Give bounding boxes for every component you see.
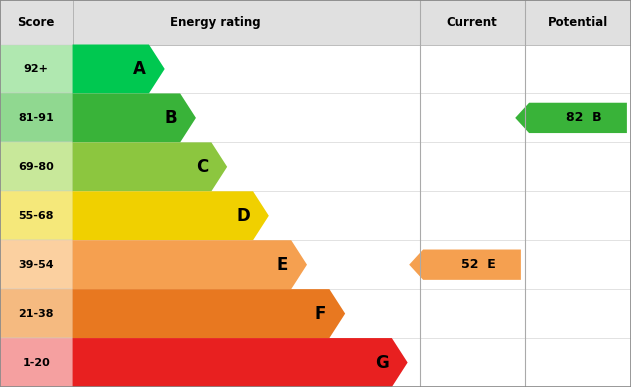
Bar [0,289,73,338]
Polygon shape [73,93,196,142]
Polygon shape [73,45,165,93]
Bar [73,0,420,45]
Text: 69-80: 69-80 [18,162,54,172]
Text: E: E [276,256,288,274]
Text: 1-20: 1-20 [23,358,50,368]
Text: D: D [236,207,250,225]
Polygon shape [73,142,227,191]
Text: Energy rating: Energy rating [170,16,261,29]
Text: C: C [196,158,208,176]
Bar [0,191,73,240]
Polygon shape [73,338,408,387]
Text: 82  B: 82 B [567,111,602,124]
Text: Score: Score [18,16,55,29]
Bar [0,338,73,387]
Text: A: A [133,60,146,78]
Bar [0,142,73,191]
Bar [420,0,525,45]
Bar [525,0,631,45]
Polygon shape [73,240,307,289]
Text: Potential: Potential [548,16,608,29]
Text: 81-91: 81-91 [18,113,54,123]
Text: Current: Current [447,16,497,29]
Polygon shape [73,191,269,240]
Polygon shape [73,289,345,338]
Text: 55-68: 55-68 [18,211,54,221]
Text: 21-38: 21-38 [18,308,54,319]
Bar [0,93,73,142]
Text: 52  E: 52 E [461,258,496,271]
Text: 39-54: 39-54 [18,260,54,270]
Bar [0,0,73,45]
Text: 92+: 92+ [24,64,49,74]
Text: B: B [164,109,177,127]
Bar [0,240,73,289]
Text: G: G [375,354,389,372]
Polygon shape [409,250,521,280]
Bar [0,45,73,93]
Text: F: F [315,305,326,323]
Polygon shape [515,103,627,133]
